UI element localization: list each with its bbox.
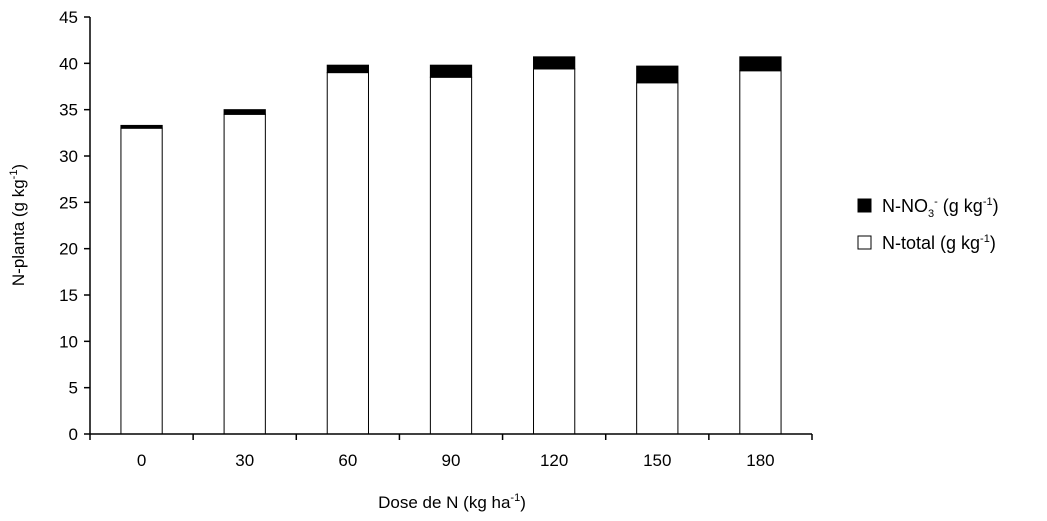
x-axis-title-sup: -1 <box>510 492 520 504</box>
legend-n-no3-close: ) <box>993 196 999 216</box>
bar-n-total-30 <box>223 113 266 435</box>
x-tick-label-90: 90 <box>442 451 461 470</box>
y-tick-label-15: 15 <box>59 286 78 305</box>
legend-item-n-total: N-total (g kg-1) <box>857 233 996 253</box>
legend-n-no3-text: N-NO <box>882 196 928 216</box>
bar-n-total-120 <box>533 68 576 435</box>
x-tick-label-150: 150 <box>643 451 671 470</box>
legend-n-no3-sub: 3 <box>928 208 934 220</box>
x-tick-label-180: 180 <box>746 451 774 470</box>
y-axis-title-sup: -1 <box>8 170 20 180</box>
legend-n-no3-sup: -1 <box>983 196 993 208</box>
bar-n-total-90 <box>429 76 473 435</box>
legend-n-no3-unit: (g kg <box>938 196 983 216</box>
bar-n-total-150 <box>636 82 679 435</box>
legend: N-NO3- (g kg-1) N-total (g kg-1) <box>857 196 999 253</box>
x-axis-title: Dose de N (kg ha-1) <box>378 492 526 512</box>
bar-n-no3-120 <box>533 56 576 70</box>
x-tick-label-60: 60 <box>338 451 357 470</box>
x-tick-label-0: 0 <box>137 451 146 470</box>
y-tick-label-35: 35 <box>59 101 78 120</box>
plot-area <box>120 56 782 435</box>
legend-label-n-no3: N-NO3- (g kg-1) <box>882 196 999 220</box>
y-axis-title: N-planta (g kg-1) <box>8 164 28 286</box>
y-tick-label-0: 0 <box>69 425 78 444</box>
bar-n-no3-0 <box>120 124 163 129</box>
bar-n-total-0 <box>120 127 163 435</box>
bar-n-no3-180 <box>739 56 782 72</box>
y-tick-label-30: 30 <box>59 147 78 166</box>
y-tick-label-45: 45 <box>59 8 78 27</box>
legend-n-total-sup: -1 <box>980 233 990 245</box>
y-tick-label-5: 5 <box>69 379 78 398</box>
axes: 0 5 10 15 20 25 30 35 40 45 0 30 60 90 120 150 180 <box>59 8 813 470</box>
x-tick-label-30: 30 <box>235 451 254 470</box>
legend-label-n-total: N-total (g kg-1) <box>882 233 996 253</box>
bar-n-no3-60 <box>326 64 369 74</box>
x-tick-label-120: 120 <box>540 451 568 470</box>
y-tick-label-20: 20 <box>59 240 78 259</box>
legend-swatch-n-no3 <box>857 198 872 213</box>
y-tick-label-25: 25 <box>59 193 78 212</box>
legend-swatch-n-total <box>857 235 872 250</box>
legend-n-total-text: N-total (g kg <box>882 233 980 253</box>
y-tick-label-40: 40 <box>59 54 78 73</box>
x-axis-title-text: Dose de N (kg ha <box>378 493 511 512</box>
legend-item-n-no3: N-NO3- (g kg-1) <box>857 196 999 220</box>
bar-n-total-60 <box>326 72 369 435</box>
bar-n-total-180 <box>739 70 782 435</box>
x-axis-title-close: ) <box>520 493 526 512</box>
y-axis-title-close: ) <box>9 164 28 170</box>
bar-n-no3-90 <box>429 64 473 78</box>
legend-n-no3-ion: - <box>934 196 938 208</box>
y-tick-label-10: 10 <box>59 332 78 351</box>
y-axis-title-text: N-planta (g kg <box>9 179 28 286</box>
bar-n-no3-150 <box>636 65 679 84</box>
legend-n-total-close: ) <box>990 233 996 253</box>
bar-n-no3-30 <box>223 109 266 115</box>
